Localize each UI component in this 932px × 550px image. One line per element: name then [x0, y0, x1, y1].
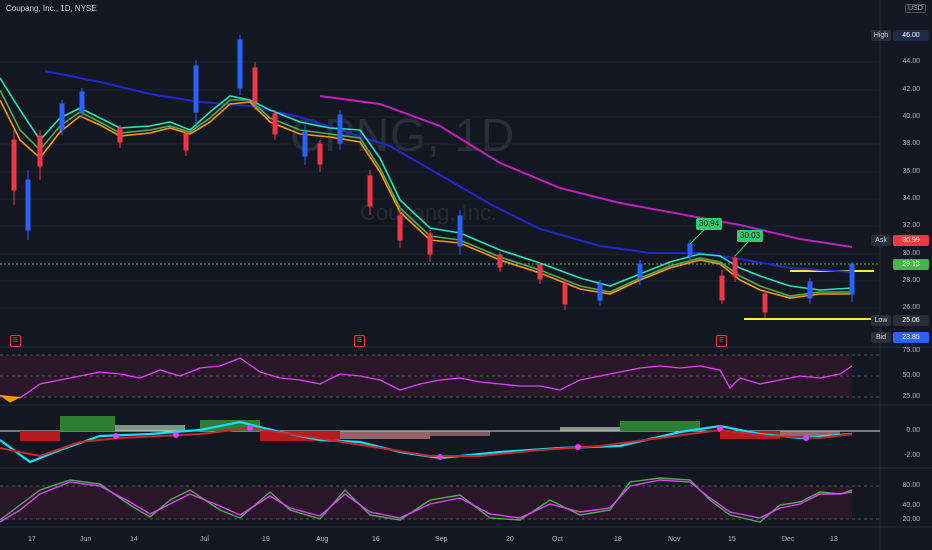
- high-tag: High 46.00: [871, 30, 929, 41]
- price-tick: 32.00: [902, 222, 920, 229]
- rsi-tick: 50.00: [902, 372, 920, 379]
- price-tick: 36.00: [902, 168, 920, 175]
- rsi-line: [0, 357, 853, 399]
- company-watermark: Coupang, Inc.: [360, 200, 497, 225]
- price-tick: 38.00: [902, 140, 920, 147]
- price-tick: 34.00: [902, 195, 920, 202]
- time-tick: Jun: [80, 536, 92, 543]
- price-callout: 30.03: [737, 230, 764, 242]
- price-tick: 28.00: [902, 277, 920, 284]
- earnings-badge[interactable]: E: [10, 335, 21, 347]
- stoch-tick: 40.00: [902, 502, 920, 509]
- stoch-d-line: [0, 479, 853, 523]
- time-tick: Aug: [316, 536, 329, 543]
- price-tick: 42.00: [902, 86, 920, 93]
- price-tick: 44.00: [902, 58, 920, 65]
- time-tick: Jul: [200, 536, 209, 543]
- price-candles: [11, 35, 855, 318]
- ask-tag: Ask 30.99: [871, 235, 929, 246]
- ema-fast-line: [0, 77, 853, 291]
- macd-tick: 0.00: [906, 427, 920, 434]
- rsi-tick: 75.00: [902, 347, 920, 354]
- earnings-badge[interactable]: E: [716, 335, 727, 347]
- time-tick: 20: [506, 536, 514, 543]
- time-tick: Nov: [668, 536, 681, 543]
- last-price-tag: 29.13: [893, 259, 929, 270]
- time-tick: 17: [28, 536, 36, 543]
- earnings-badge[interactable]: E: [354, 335, 365, 347]
- price-tick: 30.00: [902, 250, 920, 257]
- stoch-k-line: [0, 477, 853, 523]
- chart-title: Coupang, Inc., 1D, NYSE: [6, 4, 97, 13]
- ema-mid-line: [0, 89, 852, 297]
- ema-slow-line: [0, 99, 852, 299]
- price-callout: 30.94: [696, 218, 723, 230]
- time-tick: 14: [130, 536, 138, 543]
- currency-label[interactable]: USD: [905, 4, 926, 13]
- time-tick: 16: [372, 536, 380, 543]
- price-tick: 26.00: [902, 304, 920, 311]
- stoch-tick: 80.00: [902, 482, 920, 489]
- time-tick: Sep: [435, 536, 448, 543]
- time-tick: 15: [728, 536, 736, 543]
- stoch-tick: 20.00: [902, 516, 920, 523]
- low-tag: Low 25.06: [871, 315, 929, 326]
- macd-tick: -2.00: [904, 452, 920, 459]
- time-tick: 19: [262, 536, 270, 543]
- time-tick: Oct: [552, 536, 563, 543]
- time-tick: Dec: [782, 536, 795, 543]
- macd-histogram: [20, 416, 840, 441]
- rsi-tick: 25.00: [902, 393, 920, 400]
- sma200-line: [319, 95, 853, 248]
- time-tick: 13: [830, 536, 838, 543]
- time-tick: 18: [614, 536, 622, 543]
- price-tick: 40.00: [902, 113, 920, 120]
- bid-tag: Bid 23.85: [871, 332, 929, 343]
